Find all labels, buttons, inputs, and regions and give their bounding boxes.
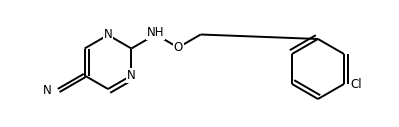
Text: Cl: Cl [350,77,361,91]
Text: O: O [174,41,183,54]
Text: N: N [43,84,51,97]
Text: N: N [104,28,113,42]
Text: N: N [127,69,136,82]
Text: NH: NH [147,26,164,39]
